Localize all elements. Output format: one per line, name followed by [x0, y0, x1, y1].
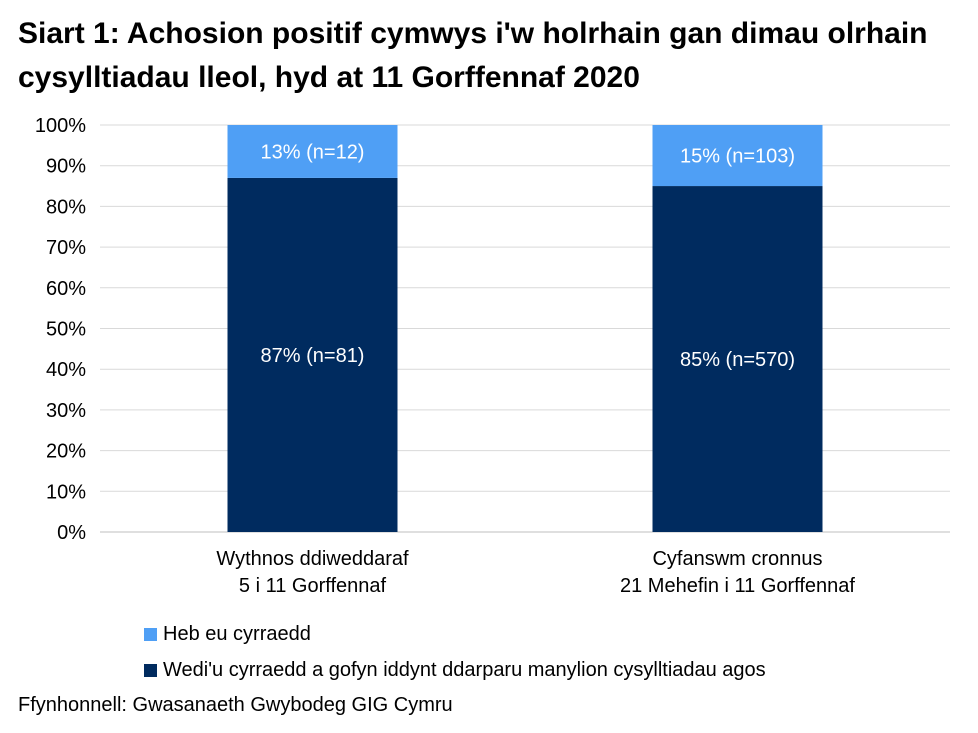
y-tick-label: 30%: [46, 400, 86, 422]
legend-swatch: [144, 627, 157, 641]
bar-segment: [227, 177, 398, 532]
data-label: 13% (n=12): [261, 141, 365, 163]
legend: Heb eu cyrraedd Wedi'u cyrraedd a gofyn …: [144, 616, 766, 688]
x-category-label: Wythnos ddiweddaraf: [216, 548, 409, 570]
y-axis-ticks: 0% 10% 20% 30% 40% 50% 60% 70% 80% 90% 100%: [35, 115, 86, 544]
x-category-label: Cyfanswm cronnus: [652, 548, 822, 570]
legend-item-not-reached: Heb eu cyrraedd: [144, 616, 766, 652]
y-tick-label: 20%: [46, 441, 86, 463]
y-tick-label: 80%: [46, 196, 86, 218]
legend-label: Heb eu cyrraedd: [163, 622, 311, 645]
x-axis-categories: Wythnos ddiweddaraf 5 i 11 Gorffennaf Cyfa…: [216, 548, 855, 597]
data-label: 15% (n=103): [680, 146, 795, 168]
x-category-label: 5 i 11 Gorffennaf: [239, 575, 387, 597]
legend-label: Wedi'u cyrraedd a gofyn iddynt ddarparu …: [163, 658, 766, 681]
bar-segment: [652, 125, 823, 187]
x-category-label: 21 Mehefin i 11 Gorffennaf: [620, 575, 855, 597]
y-tick-label: 90%: [46, 156, 86, 178]
bars: 87% (n=81) 13% (n=12) 85% (n=570) 15% (n=10…: [227, 125, 823, 533]
data-label: 87% (n=81): [261, 345, 365, 367]
bar-segment: [227, 125, 398, 178]
y-tick-label: 60%: [46, 278, 86, 300]
source-note: Ffynhonnell: Gwasanaeth Gwybodeg GIG Cym…: [18, 694, 453, 716]
bar-segment: [652, 186, 823, 533]
chart-plot: 0% 10% 20% 30% 40% 50% 60% 70% 80% 90% 100% 87% (n…: [35, 115, 950, 597]
y-tick-label: 50%: [46, 319, 86, 341]
legend-item-reached: Wedi'u cyrraedd a gofyn iddynt ddarparu …: [144, 652, 766, 688]
y-tick-label: 0%: [57, 522, 86, 544]
y-tick-label: 70%: [46, 237, 86, 259]
data-label: 85% (n=570): [680, 349, 795, 371]
y-tick-label: 10%: [46, 481, 86, 503]
chart-title: Siart 1: Achosion positif cymwys i'w hol…: [18, 17, 928, 94]
y-tick-label: 100%: [35, 115, 86, 137]
y-tick-label: 40%: [46, 359, 86, 381]
legend-swatch: [144, 663, 157, 677]
